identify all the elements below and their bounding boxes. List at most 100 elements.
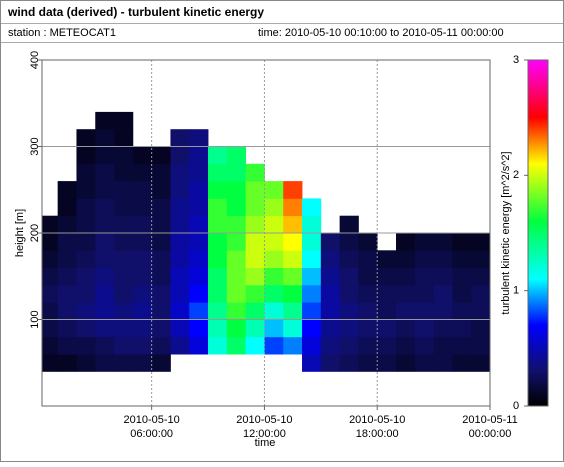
heat-cell (132, 198, 153, 217)
y-tick-label: 100 (29, 310, 41, 328)
heat-cell (264, 215, 284, 234)
heat-cell (57, 198, 77, 217)
heat-cell (208, 146, 228, 165)
heat-cell (95, 181, 115, 199)
heat-cell (377, 336, 397, 355)
heat-cell (189, 284, 209, 303)
colorbar (527, 59, 549, 407)
heat-cell (320, 302, 341, 320)
heat-cell (433, 302, 453, 320)
heat-cell (433, 284, 453, 303)
heat-cell (132, 215, 153, 234)
heat-cell (189, 215, 209, 234)
heat-cell (339, 284, 359, 303)
heat-cell (320, 284, 341, 303)
heat-cell (114, 146, 134, 165)
heat-cell (339, 250, 359, 268)
heat-cell (226, 302, 247, 320)
heat-cell (95, 267, 115, 286)
heat-cell (283, 319, 303, 338)
heat-cell (396, 233, 416, 251)
heat-cell (433, 233, 453, 251)
heat-cell (264, 233, 284, 251)
heat-cell (283, 198, 303, 217)
heat-cell (358, 250, 378, 268)
heat-cell (471, 267, 491, 286)
heat-cell (42, 319, 59, 338)
heat-cell (226, 215, 247, 234)
heat-cell (114, 181, 134, 199)
heat-cell (245, 198, 265, 217)
heat-cell (226, 233, 247, 251)
heat-cell (42, 284, 59, 303)
heat-cell (95, 198, 115, 217)
heat-cell (57, 354, 77, 372)
heat-cell (396, 284, 416, 303)
heat-cell (226, 319, 247, 338)
heat-cell (42, 215, 59, 234)
heat-cell (42, 250, 59, 268)
heat-cell (151, 146, 171, 165)
heat-cell (76, 146, 96, 165)
station: station : METEOCAT1 (8, 27, 116, 39)
heat-cell (76, 267, 96, 286)
heat-cell (170, 250, 190, 268)
heat-cell (245, 181, 265, 199)
heat-cell (42, 354, 59, 372)
heat-cell (57, 284, 77, 303)
heat-cell (189, 267, 209, 286)
heat-cell (302, 233, 322, 251)
heat-cell (76, 233, 96, 251)
heat-cell (283, 181, 303, 199)
heat-cell (114, 198, 134, 217)
heat-cell (76, 163, 96, 182)
heat-cell (226, 146, 247, 165)
heat-cell (76, 129, 96, 147)
heat-cell (189, 319, 209, 338)
heat-cell (414, 250, 435, 268)
heat-cell (189, 181, 209, 199)
heat-cell (170, 233, 190, 251)
heat-cell (302, 215, 322, 234)
y-tick-label: 300 (29, 137, 41, 155)
heat-cell (57, 319, 77, 338)
heat-cell (95, 163, 115, 182)
heat-cell (76, 198, 96, 217)
heat-cell (358, 233, 378, 251)
heat-cell (452, 233, 472, 251)
heat-cell (95, 215, 115, 234)
heat-cell (358, 302, 378, 320)
heat-cell (245, 233, 265, 251)
heat-cell (151, 284, 171, 303)
heat-cell (377, 302, 397, 320)
heat-cell (339, 215, 359, 234)
heat-cell (264, 302, 284, 320)
heat-cell (95, 336, 115, 355)
heat-cell (283, 284, 303, 303)
heat-cell (151, 163, 171, 182)
heat-cell (471, 354, 491, 372)
heat-cell (114, 354, 134, 372)
chart-title: wind data (derived) - turbulent kinetic … (7, 5, 264, 19)
heat-cell (208, 336, 228, 355)
heat-cell (170, 198, 190, 217)
heat-cell (414, 267, 435, 286)
heat-cell (433, 336, 453, 355)
heat-cell (283, 233, 303, 251)
heat-cell (42, 302, 59, 320)
heat-cell (320, 319, 341, 338)
heat-cell (132, 354, 153, 372)
heat-cell (302, 319, 322, 338)
heat-cell (114, 267, 134, 286)
heat-cell (170, 319, 190, 338)
heat-cell (452, 284, 472, 303)
heat-cell (377, 250, 397, 268)
heat-cell (208, 181, 228, 199)
heat-cell (132, 284, 153, 303)
heat-cell (358, 354, 378, 372)
heat-cell (57, 336, 77, 355)
heat-cell (302, 354, 322, 372)
colorbar-tick-label: 3 (513, 54, 519, 66)
heat-cell (396, 250, 416, 268)
heat-cell (245, 302, 265, 320)
